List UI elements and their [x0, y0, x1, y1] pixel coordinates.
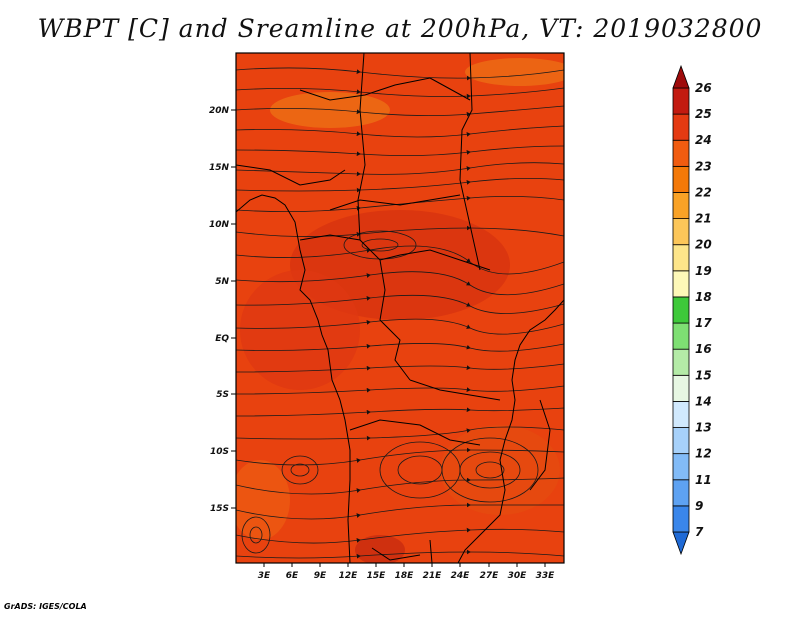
- colorbar-segment: [672, 244, 690, 272]
- colorbar-label: 12: [695, 447, 712, 461]
- lon-tick-label: 6E: [286, 571, 299, 581]
- lon-tick-label: 15E: [367, 571, 387, 581]
- colorbar: 7 9 11 12 13 14 15 16 17 18 19 20 21 22 23 24 25 26: [672, 64, 712, 556]
- colorbar-segment: [672, 453, 690, 481]
- colorbar-label: 23: [695, 159, 712, 173]
- colorbar-label: 24: [695, 133, 712, 147]
- grads-credit: GrADS: IGES/COLA: [4, 602, 87, 611]
- colorbar-segment: [672, 165, 690, 193]
- map-frame: [235, 52, 565, 564]
- colorbar-segment: [672, 427, 690, 455]
- lat-tick-label: EQ: [215, 334, 229, 344]
- lat-tick-label: 10S: [210, 447, 229, 457]
- colorbar-label: 18: [695, 290, 712, 304]
- colorbar-label: 9: [695, 499, 703, 513]
- map-panel: [236, 53, 564, 563]
- lon-tick-label: 18E: [395, 571, 415, 581]
- lon-tick-label: 9E: [314, 571, 327, 581]
- colorbar-segment: [672, 296, 690, 324]
- lon-axis: 3E 6E 9E 12E 15E 18E 21E 24E 27E 30E 33E: [258, 563, 555, 581]
- colorbar-segment: [672, 192, 690, 219]
- colorbar-label: 21: [695, 212, 712, 226]
- lon-tick-label: 3E: [258, 571, 271, 581]
- colorbar-label: 13: [695, 421, 712, 435]
- colorbar-segment: [672, 401, 690, 428]
- colorbar-label: 22: [695, 185, 712, 199]
- colorbar-low-arrow: [672, 531, 690, 556]
- colorbar-segment: [672, 270, 690, 298]
- eddies: [241, 230, 539, 554]
- colorbar-label: 19: [695, 264, 712, 278]
- lon-tick-label: 21E: [423, 571, 443, 581]
- lat-tick-label: 20N: [209, 106, 230, 116]
- colorbar-label: 15: [695, 368, 712, 382]
- colorbar-label: 16: [695, 342, 712, 356]
- colorbar-label: 26: [695, 81, 712, 95]
- chart-title: WBPT [C] and Sreamline at 200hPa, VT: 20…: [37, 14, 763, 43]
- lat-tick-label: 10N: [209, 220, 230, 230]
- colorbar-label: 14: [695, 394, 712, 408]
- lat-tick-label: 15N: [209, 163, 230, 173]
- lon-tick-label: 27E: [480, 571, 500, 581]
- colorbar-label: 11: [695, 473, 712, 487]
- lon-tick-label: 30E: [508, 571, 528, 581]
- colorbar-segment: [672, 505, 690, 533]
- lat-tick-label: 15S: [210, 504, 229, 514]
- colorbar-segment: [672, 113, 690, 141]
- colorbar-segment: [672, 139, 690, 167]
- shade-blob: [240, 270, 360, 390]
- colorbar-segment: [672, 348, 690, 376]
- colorbar-segment: [672, 374, 690, 402]
- colorbar-label: 25: [695, 107, 712, 121]
- colorbar-segment: [672, 87, 690, 115]
- shade-blob: [465, 58, 564, 86]
- coastlines-and-borders: [236, 53, 564, 563]
- lon-tick-label: 33E: [536, 571, 556, 581]
- colorbar-segment: [672, 218, 690, 246]
- lat-axis: 20N 15N 10N 5N EQ 5S 10S 15S: [209, 106, 236, 514]
- lon-tick-label: 12E: [339, 571, 359, 581]
- colorbar-label: 7: [695, 525, 704, 539]
- colorbar-segment: [672, 479, 690, 507]
- lat-tick-label: 5S: [216, 390, 229, 400]
- colorbar-high-arrow: [672, 64, 690, 89]
- colorbar-label: 17: [695, 316, 712, 330]
- lat-tick-label: 5N: [215, 277, 229, 287]
- shade-blob: [236, 460, 290, 540]
- colorbar-label: 20: [695, 238, 712, 252]
- colorbar-segment: [672, 322, 690, 350]
- lon-tick-label: 24E: [451, 571, 471, 581]
